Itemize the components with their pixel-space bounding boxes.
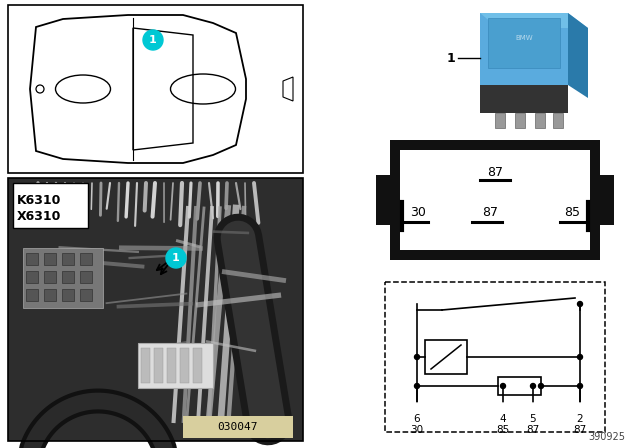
Bar (8, 178, 303, 441)
Bar (44, 253, 56, 265)
Text: 85: 85 (564, 206, 580, 219)
Bar (141, 348, 150, 383)
Bar (62, 289, 74, 301)
Bar (425, 340, 467, 374)
Bar (390, 140, 600, 260)
Bar (553, 113, 563, 128)
Text: X6310: X6310 (17, 210, 61, 223)
Circle shape (529, 403, 537, 411)
Text: K6310: K6310 (17, 194, 61, 207)
Polygon shape (568, 13, 588, 98)
Bar (180, 348, 189, 383)
Text: 5: 5 (530, 414, 536, 424)
Text: 87: 87 (487, 165, 503, 178)
Text: 6: 6 (413, 414, 420, 424)
Circle shape (499, 403, 507, 411)
Bar (400, 150, 590, 250)
Text: 87: 87 (573, 425, 587, 435)
Text: BMW: BMW (515, 35, 533, 41)
Bar (26, 253, 38, 265)
Text: 030047: 030047 (218, 422, 259, 432)
Bar (80, 253, 92, 265)
Bar (80, 271, 92, 283)
Text: 390925: 390925 (588, 432, 625, 442)
Circle shape (413, 403, 421, 411)
Bar (488, 18, 560, 68)
Circle shape (576, 403, 584, 411)
Bar (8, 178, 303, 441)
Circle shape (531, 383, 536, 388)
Bar (193, 348, 202, 383)
Text: 1: 1 (446, 52, 455, 65)
Circle shape (577, 302, 582, 306)
Text: 85: 85 (497, 425, 509, 435)
Bar (44, 271, 56, 283)
Bar (8, 5, 303, 173)
Circle shape (415, 383, 419, 388)
Text: 30: 30 (410, 425, 424, 435)
Text: 1: 1 (172, 253, 180, 263)
Bar (62, 253, 74, 265)
Bar (495, 113, 505, 128)
Circle shape (538, 383, 543, 388)
Bar (26, 271, 38, 283)
Bar (138, 343, 213, 388)
Bar (167, 348, 176, 383)
Bar (23, 248, 103, 308)
Bar (376, 175, 390, 225)
Bar (480, 13, 568, 85)
Circle shape (166, 248, 186, 268)
Bar (26, 289, 38, 301)
Circle shape (577, 354, 582, 359)
Text: 30: 30 (410, 206, 426, 219)
Text: 4: 4 (500, 414, 506, 424)
Bar (480, 85, 568, 113)
Bar (80, 289, 92, 301)
Bar (498, 377, 541, 395)
Bar (385, 282, 605, 432)
Circle shape (143, 30, 163, 50)
Circle shape (500, 383, 506, 388)
Bar (8, 178, 303, 441)
Bar (44, 289, 56, 301)
Bar (13, 183, 88, 228)
Text: 1: 1 (149, 35, 157, 45)
Text: 2: 2 (577, 414, 583, 424)
Circle shape (577, 383, 582, 388)
Bar (535, 113, 545, 128)
Circle shape (415, 354, 419, 359)
Text: 87: 87 (526, 425, 540, 435)
Bar (515, 113, 525, 128)
Bar (183, 416, 293, 438)
Polygon shape (480, 13, 588, 28)
Bar (600, 175, 614, 225)
Bar (154, 348, 163, 383)
Bar (62, 271, 74, 283)
Text: 87: 87 (482, 206, 498, 219)
